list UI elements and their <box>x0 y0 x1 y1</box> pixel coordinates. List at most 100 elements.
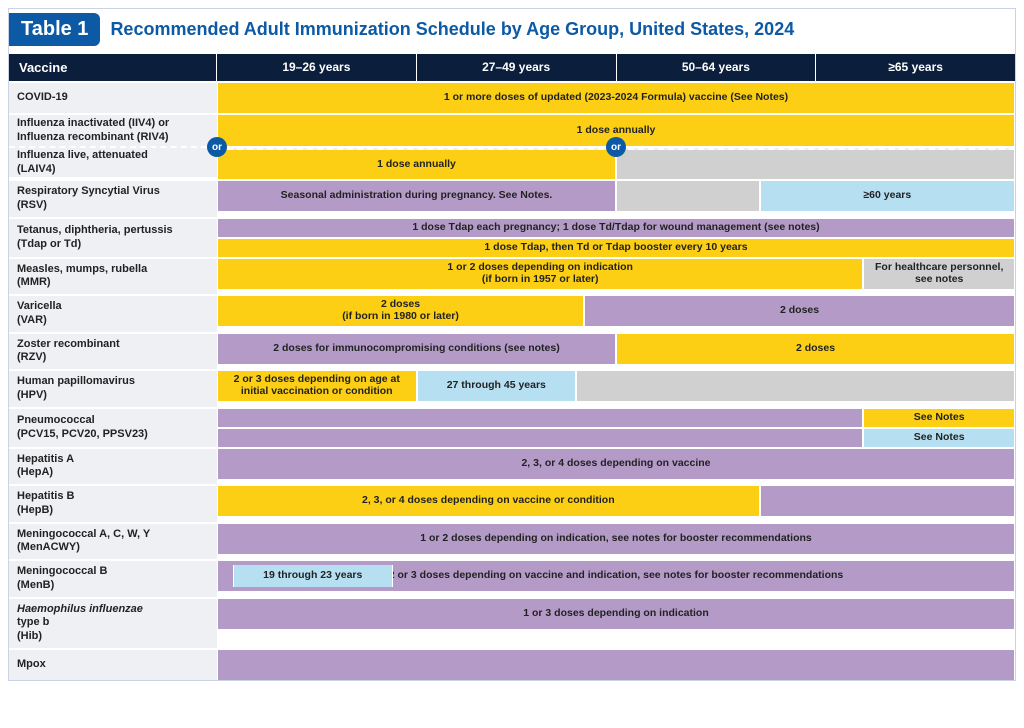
vaccine-label: Zoster recombinant(RZV) <box>9 334 217 370</box>
vaccine-row-hepb: Hepatitis B(HepB)2, 3, or 4 doses depend… <box>9 484 1015 522</box>
vaccine-row-influenza: Influenza inactivated (IIV4) orInfluenza… <box>9 113 1015 179</box>
schedule-bar: 2 or 3 doses depending on age atinitial … <box>217 371 417 401</box>
schedule-lane: See Notes <box>217 429 1015 447</box>
vaccine-row-menb: Meningococcal B(MenB)2 or 3 doses depend… <box>9 559 1015 597</box>
vaccine-label: COVID-19 <box>9 83 217 113</box>
schedule-bar: 1 or 2 doses depending on indication, se… <box>217 524 1015 554</box>
schedule-bar: 1 or more doses of updated (2023-2024 Fo… <box>217 83 1015 113</box>
vaccine-row-rzv: Zoster recombinant(RZV)2 doses for immun… <box>9 332 1015 370</box>
vaccine-lanes: See Notes See Notes <box>217 409 1015 447</box>
or-pill: or <box>207 137 227 157</box>
table-title: Recommended Adult Immunization Schedule … <box>110 19 794 40</box>
vaccine-label: Human papillomavirus(HPV) <box>9 371 217 407</box>
schedule-bar: 2 doses(if born in 1980 or later) <box>217 296 584 326</box>
schedule-bar: 2, 3, or 4 doses depending on vaccine <box>217 449 1015 479</box>
vaccine-row-pneumo: Pneumococcal(PCV15, PCV20, PPSV23)See No… <box>9 407 1015 447</box>
schedule-lane: 1 or 2 doses depending on indication(if … <box>217 259 1015 289</box>
vaccine-lanes: 2 or 3 doses depending on age atinitial … <box>217 371 1015 407</box>
header-row: Vaccine 19–26 years 27–49 years 50–64 ye… <box>9 54 1015 81</box>
header-age-50-64: 50–64 years <box>617 54 817 81</box>
vaccine-row-mpox: Mpox <box>9 648 1015 680</box>
schedule-bar: 27 through 45 years <box>417 371 577 401</box>
vaccine-row-tdap: Tetanus, diphtheria, pertussis(Tdap or T… <box>9 217 1015 257</box>
vaccine-label: Measles, mumps, rubella(MMR) <box>9 259 217 295</box>
schedule-lane: 1 dose Tdap each pregnancy; 1 dose Td/Td… <box>217 219 1015 237</box>
schedule-bar <box>217 650 1015 680</box>
vaccine-label: Varicella(VAR) <box>9 296 217 332</box>
schedule-lane: 2, 3, or 4 doses depending on vaccine <box>217 449 1015 479</box>
vaccine-lanes: 1 or more doses of updated (2023-2024 Fo… <box>217 83 1015 113</box>
or-pill: or <box>606 137 626 157</box>
schedule-lane: Seasonal administration during pregnancy… <box>217 181 1015 211</box>
schedule-bar: Seasonal administration during pregnancy… <box>217 181 616 211</box>
vaccine-label: Haemophilus influenzae type b(Hib) <box>9 599 217 648</box>
schedule-lane: 2, 3, or 4 doses depending on vaccine or… <box>217 486 1015 516</box>
schedule-bar <box>760 486 1015 516</box>
vaccine-row-mmr: Measles, mumps, rubella(MMR)1 or 2 doses… <box>9 257 1015 295</box>
vaccine-lanes: 2, 3, or 4 doses depending on vaccine <box>217 449 1015 485</box>
schedule-bar: 1 dose Tdap, then Td or Tdap booster eve… <box>217 239 1015 257</box>
vaccine-label: Meningococcal A, C, W, Y(MenACWY) <box>9 524 217 560</box>
schedule-bar: 2 doses for immunocompromising condition… <box>217 334 616 364</box>
schedule-lane: 1 or more doses of updated (2023-2024 Fo… <box>217 83 1015 113</box>
schedule-bar: ≥60 years <box>760 181 1015 211</box>
schedule-bar <box>576 371 1015 401</box>
vaccine-lanes <box>217 650 1015 680</box>
schedule-lane: 1 or 2 doses depending on indication, se… <box>217 524 1015 554</box>
vaccine-lanes: 2 doses(if born in 1980 or later)2 doses <box>217 296 1015 332</box>
schedule-lane: 2 or 3 doses depending on vaccine and in… <box>217 561 1015 591</box>
schedule-bar: 2 doses <box>616 334 1015 364</box>
vaccine-label: Tetanus, diphtheria, pertussis(Tdap or T… <box>9 219 217 257</box>
title-bar: Table 1 Recommended Adult Immunization S… <box>9 9 1015 54</box>
schedule-bar: 1 dose annually <box>217 150 616 179</box>
schedule-lane: See Notes <box>217 409 1015 427</box>
schedule-lane: 1 dose Tdap, then Td or Tdap booster eve… <box>217 239 1015 257</box>
vaccine-label: Respiratory Syncytial Virus(RSV) <box>9 181 217 217</box>
vaccine-label: Influenza inactivated (IIV4) orInfluenza… <box>9 115 217 146</box>
schedule-lane: 1 or 3 doses depending on indication <box>217 599 1015 629</box>
schedule-bar: 1 or 2 doses depending on indication(if … <box>217 259 863 289</box>
vaccine-label: Influenza live, attenuated(LAIV4) <box>9 146 217 177</box>
vaccine-lanes: 1 or 3 doses depending on indication <box>217 599 1015 648</box>
vaccine-label: Hepatitis B(HepB) <box>9 486 217 522</box>
schedule-lane <box>217 650 1015 680</box>
table-number-pill: Table 1 <box>9 13 100 46</box>
vaccine-lanes: 2 doses for immunocompromising condition… <box>217 334 1015 370</box>
schedule-lane: 2 doses for immunocompromising condition… <box>217 334 1015 364</box>
vaccine-label: Meningococcal B(MenB) <box>9 561 217 597</box>
schedule-bar: 19 through 23 years <box>233 565 393 587</box>
header-age-27-49: 27–49 years <box>417 54 617 81</box>
schedule-bar <box>217 409 863 427</box>
vaccine-row-rsv: Respiratory Syncytial Virus(RSV)Seasonal… <box>9 179 1015 217</box>
schedule-bar: 2 doses <box>584 296 1015 326</box>
header-vaccine-col: Vaccine <box>9 54 217 81</box>
schedule-bar <box>616 181 760 211</box>
vaccine-lanes: 1 or 2 doses depending on indication(if … <box>217 259 1015 295</box>
vaccine-row-covid: COVID-191 or more doses of updated (2023… <box>9 81 1015 113</box>
vaccine-lanes: 2, 3, or 4 doses depending on vaccine or… <box>217 486 1015 522</box>
header-age-19-26: 19–26 years <box>217 54 417 81</box>
vaccine-row-menacwy: Meningococcal A, C, W, Y(MenACWY)1 or 2 … <box>9 522 1015 560</box>
schedule-lane: 2 or 3 doses depending on age atinitial … <box>217 371 1015 401</box>
schedule-bar: See Notes <box>863 429 1015 447</box>
vaccine-row-var: Varicella(VAR)2 doses(if born in 1980 or… <box>9 294 1015 332</box>
schedule-bar: 2, 3, or 4 doses depending on vaccine or… <box>217 486 760 516</box>
vaccine-lanes: 1 dose Tdap each pregnancy; 1 dose Td/Td… <box>217 219 1015 257</box>
vaccine-label: Pneumococcal(PCV15, PCV20, PPSV23) <box>9 409 217 447</box>
vaccine-row-hepa: Hepatitis A(HepA)2, 3, or 4 doses depend… <box>9 447 1015 485</box>
header-age-65plus: ≥65 years <box>816 54 1015 81</box>
vaccine-label: Hepatitis A(HepA) <box>9 449 217 485</box>
vaccine-label: Mpox <box>9 650 217 680</box>
schedule-lane: 2 doses(if born in 1980 or later)2 doses <box>217 296 1015 326</box>
schedule-bar <box>616 150 1015 179</box>
schedule-bar: 1 dose Tdap each pregnancy; 1 dose Td/Td… <box>217 219 1015 237</box>
schedule-bar: For healthcare personnel,see notes <box>863 259 1015 289</box>
vaccine-row-hpv: Human papillomavirus(HPV)2 or 3 doses de… <box>9 369 1015 407</box>
vaccine-lanes: 1 or 2 doses depending on indication, se… <box>217 524 1015 560</box>
schedule-bar <box>217 429 863 447</box>
vaccine-row-hib: Haemophilus influenzae type b(Hib)1 or 3… <box>9 597 1015 648</box>
vaccine-lanes: 2 or 3 doses depending on vaccine and in… <box>217 561 1015 597</box>
vaccine-lanes: Seasonal administration during pregnancy… <box>217 181 1015 217</box>
immunization-table: Table 1 Recommended Adult Immunization S… <box>8 8 1016 681</box>
schedule-bar: 1 or 3 doses depending on indication <box>217 599 1015 629</box>
